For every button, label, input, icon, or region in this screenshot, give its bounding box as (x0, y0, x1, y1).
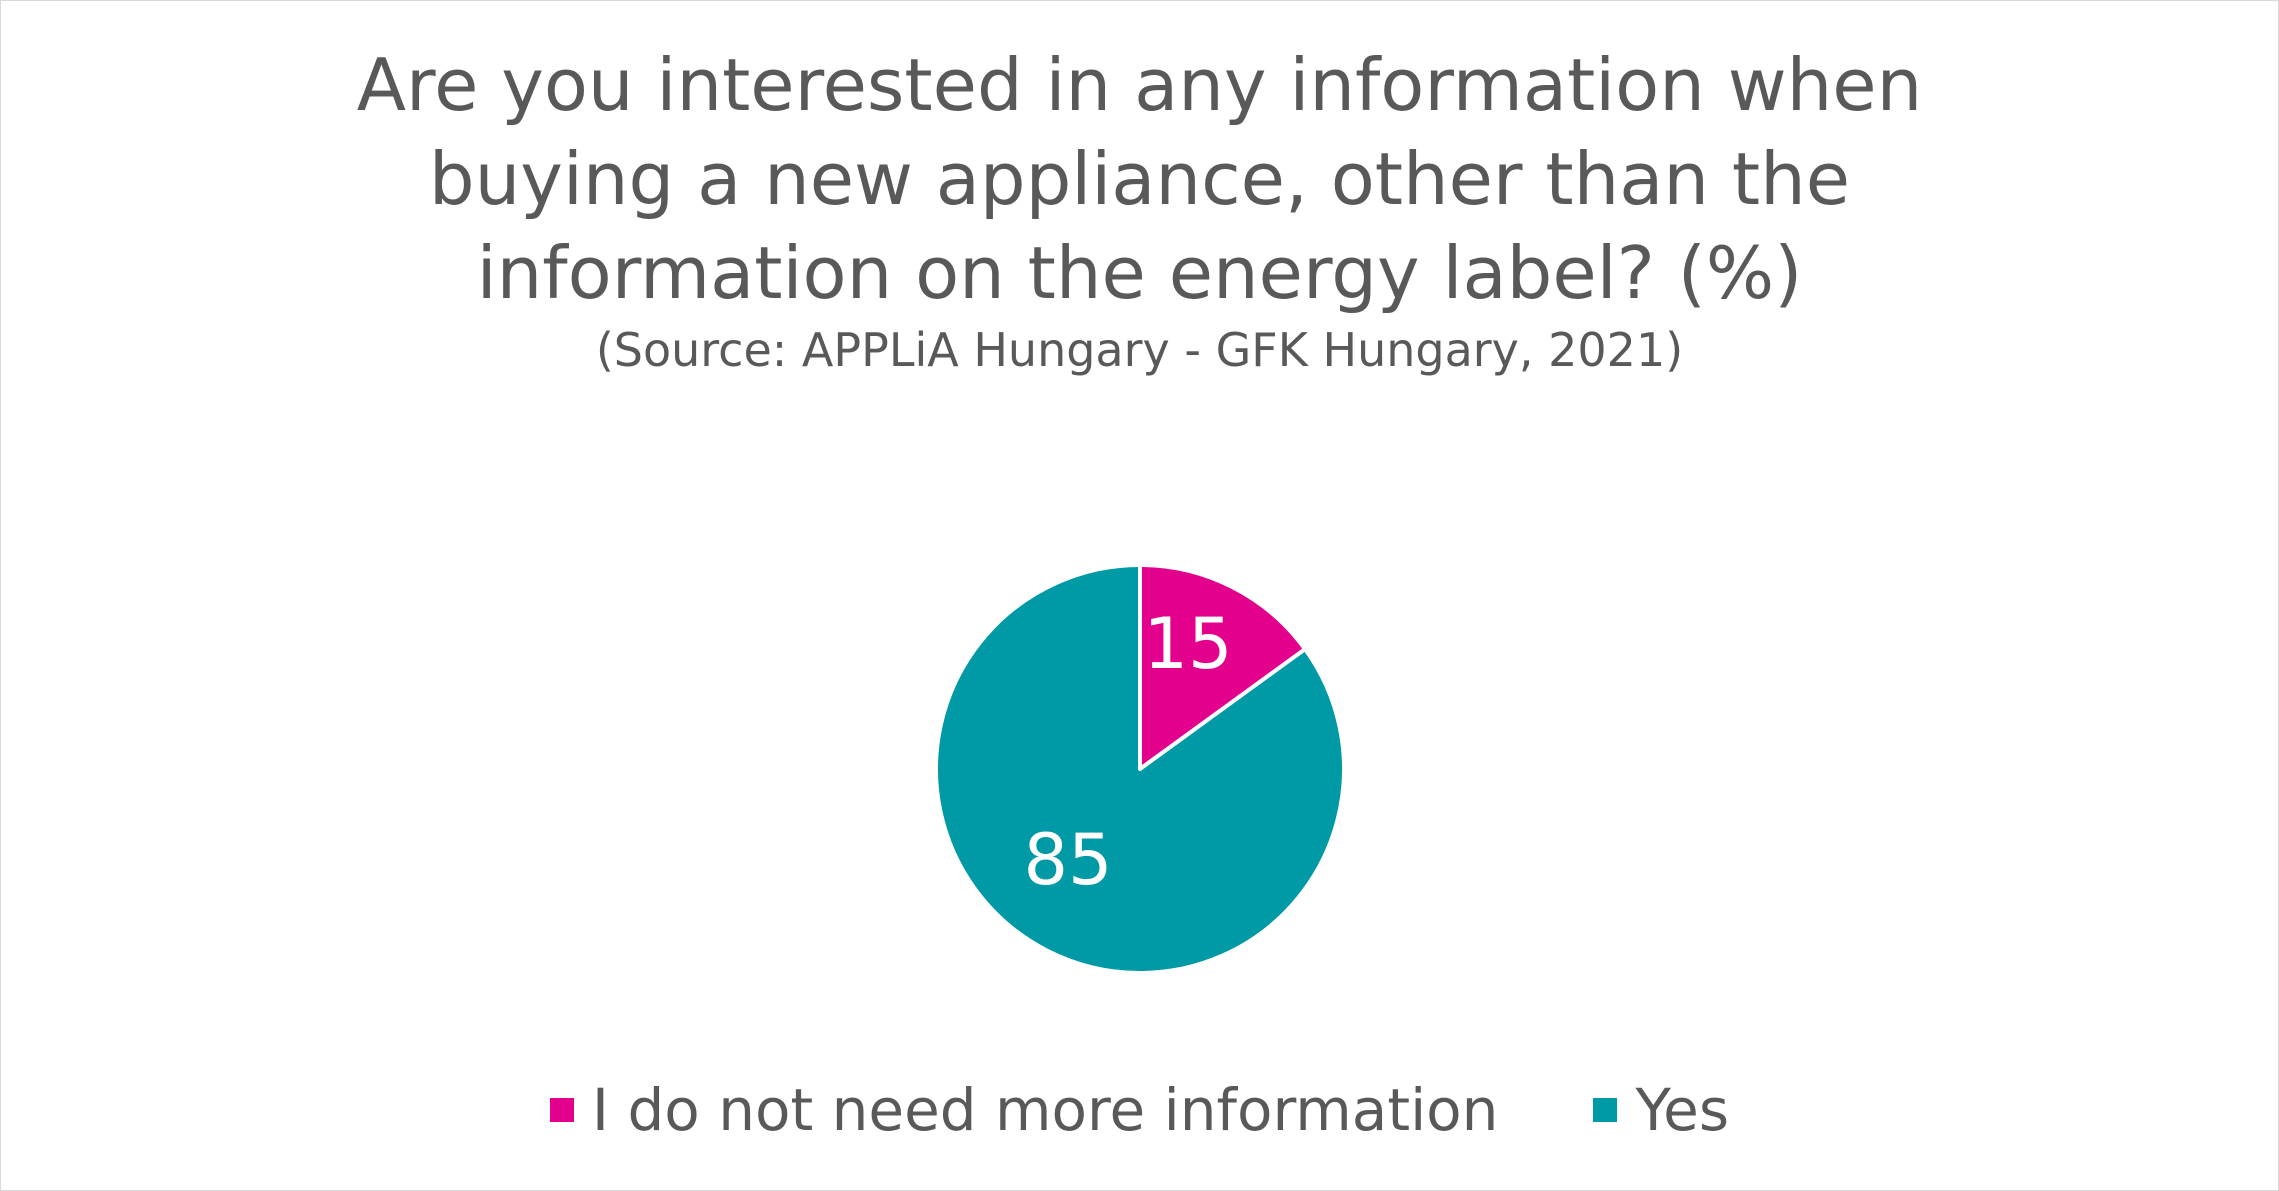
data-label-yes: 85 (1023, 819, 1112, 901)
data-label-no-more-info: 15 (1143, 603, 1232, 685)
chart-title-line-3: information on the energy label? (%) (476, 231, 1803, 315)
legend-item-yes: Yes (1593, 1075, 1729, 1145)
pie-slice-no-more-info (1138, 563, 1308, 771)
legend-swatch-no-more-info (549, 1098, 574, 1122)
chart-title-line-2: buying a new appliance, other than the (428, 137, 1851, 221)
legend: I do not need more information Yes (0, 1075, 2279, 1145)
chart-subtitle: (Source: APPLiA Hungary - GFK Hungary, 2… (595, 323, 1684, 377)
pie-slice-yes (934, 563, 1346, 975)
legend-swatch-yes (1593, 1098, 1618, 1122)
chart-title: Are you interested in any information wh… (0, 38, 2279, 320)
legend-label-no-more-info: I do not need more information (591, 1076, 1499, 1144)
chart-title-line-1: Are you interested in any information wh… (356, 43, 1923, 127)
legend-label-yes: Yes (1635, 1076, 1730, 1144)
legend-item-no-more-info: I do not need more information (549, 1075, 1499, 1145)
